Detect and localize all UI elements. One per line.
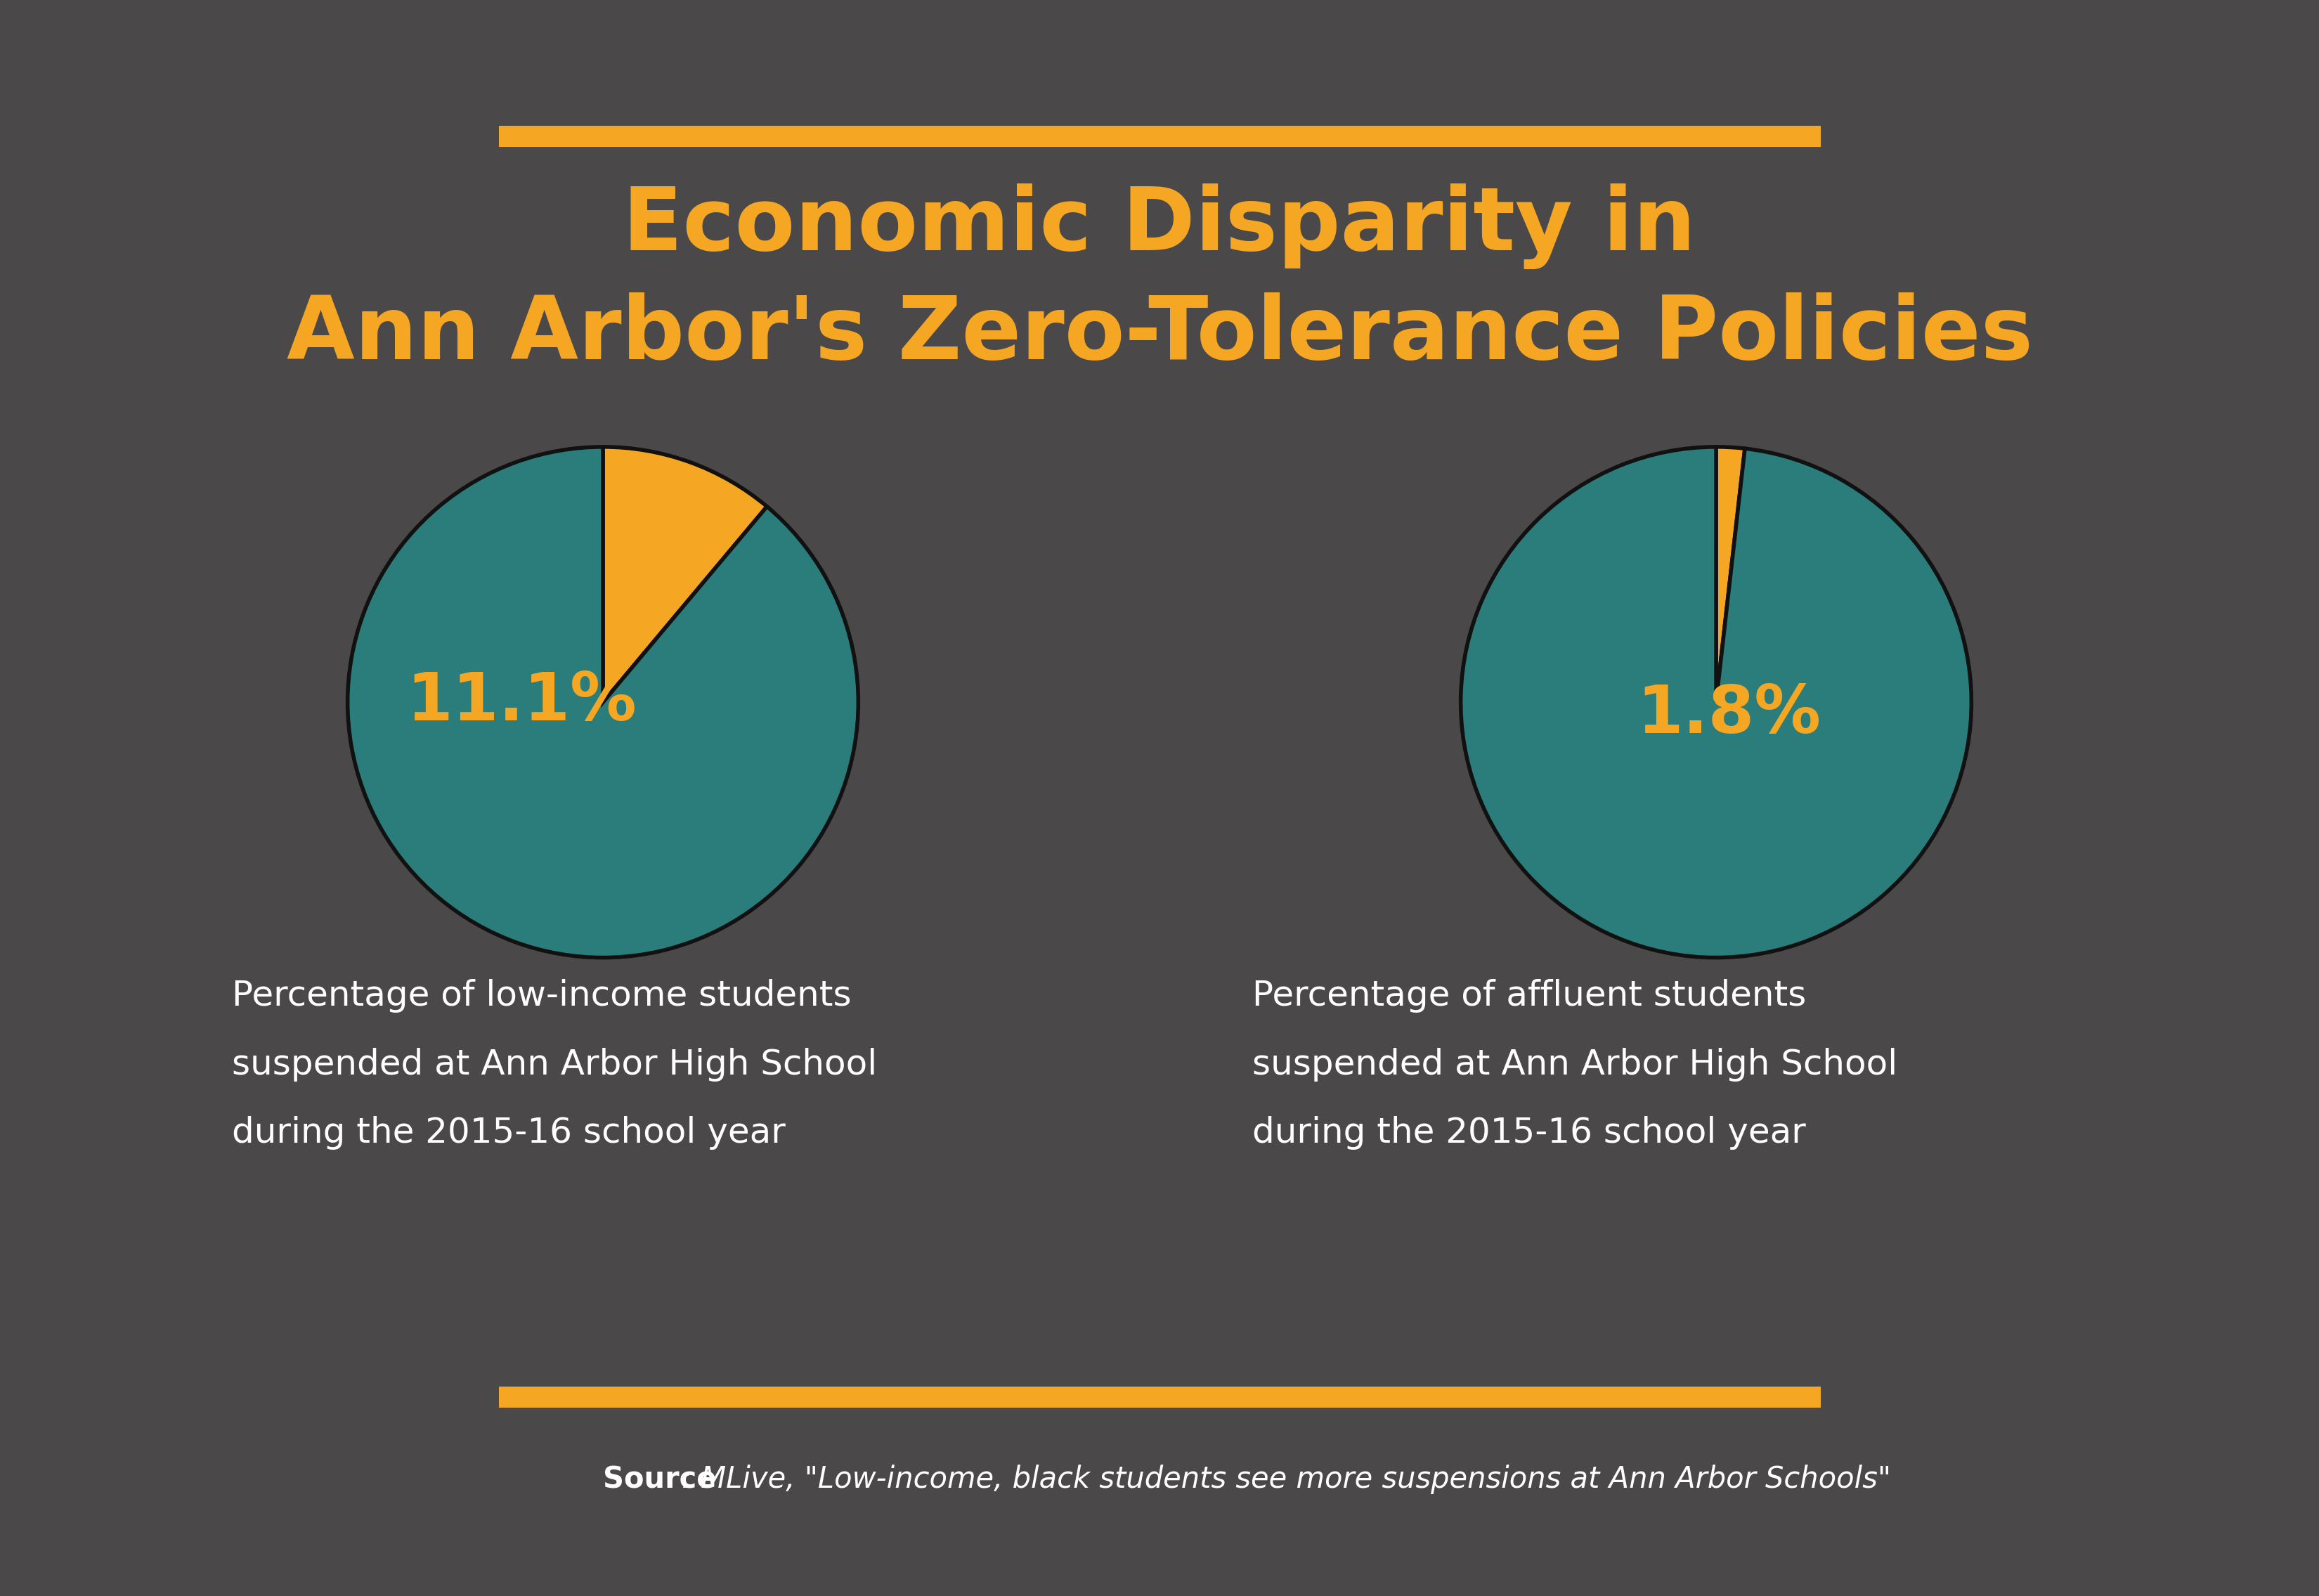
Wedge shape xyxy=(348,447,858,958)
Text: Ann Arbor's Zero-Tolerance Policies: Ann Arbor's Zero-Tolerance Policies xyxy=(285,292,2034,378)
Text: during the 2015-16 school year: during the 2015-16 school year xyxy=(1252,1116,1807,1151)
Text: suspended at Ann Arbor High School: suspended at Ann Arbor High School xyxy=(232,1047,877,1082)
Wedge shape xyxy=(1461,447,1971,958)
Text: Percentage of affluent students: Percentage of affluent students xyxy=(1252,978,1807,1013)
Wedge shape xyxy=(1716,447,1744,702)
Text: Source: Source xyxy=(603,1465,717,1494)
Text: suspended at Ann Arbor High School: suspended at Ann Arbor High School xyxy=(1252,1047,1897,1082)
Text: Percentage of low-income students: Percentage of low-income students xyxy=(232,978,851,1013)
Text: Economic Disparity in: Economic Disparity in xyxy=(624,184,1695,270)
Text: during the 2015-16 school year: during the 2015-16 school year xyxy=(232,1116,786,1151)
Wedge shape xyxy=(603,447,768,702)
Text: 11.1%: 11.1% xyxy=(406,670,635,734)
Bar xyxy=(499,1387,1820,1408)
Text: 1.8%: 1.8% xyxy=(1637,683,1820,747)
Bar xyxy=(499,126,1820,147)
Text: : MLive, "Low-income, black students see more suspensions at Ann Arbor Schools": : MLive, "Low-income, black students see… xyxy=(682,1465,1892,1494)
